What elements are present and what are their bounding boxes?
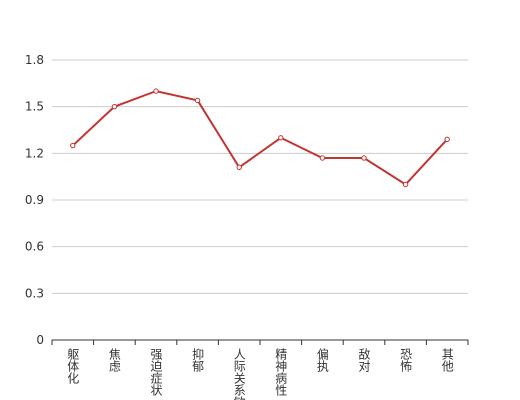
y-tick-label: 1.5 bbox=[25, 100, 44, 114]
x-tick-label: 躯体化 bbox=[66, 347, 80, 385]
point bbox=[402, 181, 409, 188]
y-tick-label: 1.2 bbox=[25, 146, 44, 160]
x-tick-label: 精神病性 bbox=[274, 348, 288, 397]
x-tick-label: 敌对 bbox=[357, 347, 371, 372]
y-tick-label: 0.6 bbox=[25, 240, 44, 254]
x-tick-label: 抑郁 bbox=[191, 347, 205, 373]
x-tick-label: 恐怖 bbox=[399, 348, 413, 372]
y-tick-label: 1.8 bbox=[25, 53, 44, 67]
y-tick-label: 0.3 bbox=[25, 286, 44, 300]
point bbox=[319, 155, 326, 161]
x-tick-label: 其他 bbox=[440, 348, 454, 372]
point bbox=[153, 88, 159, 94]
point bbox=[236, 164, 242, 171]
x-tick-label: 人际关系敏感 bbox=[232, 348, 246, 400]
point bbox=[361, 155, 367, 161]
x-tick-label: 偏执 bbox=[315, 347, 329, 373]
point bbox=[278, 135, 284, 141]
y-tick-label: 0.9 bbox=[25, 193, 44, 207]
x-tick-label: 强迫症状 bbox=[149, 348, 163, 396]
x-tick-label: 焦虑 bbox=[107, 348, 121, 372]
y-tick-label: 0 bbox=[36, 333, 44, 347]
point bbox=[444, 136, 450, 143]
point bbox=[194, 97, 201, 104]
point bbox=[111, 103, 118, 110]
line bbox=[72, 90, 448, 186]
point bbox=[70, 142, 76, 149]
